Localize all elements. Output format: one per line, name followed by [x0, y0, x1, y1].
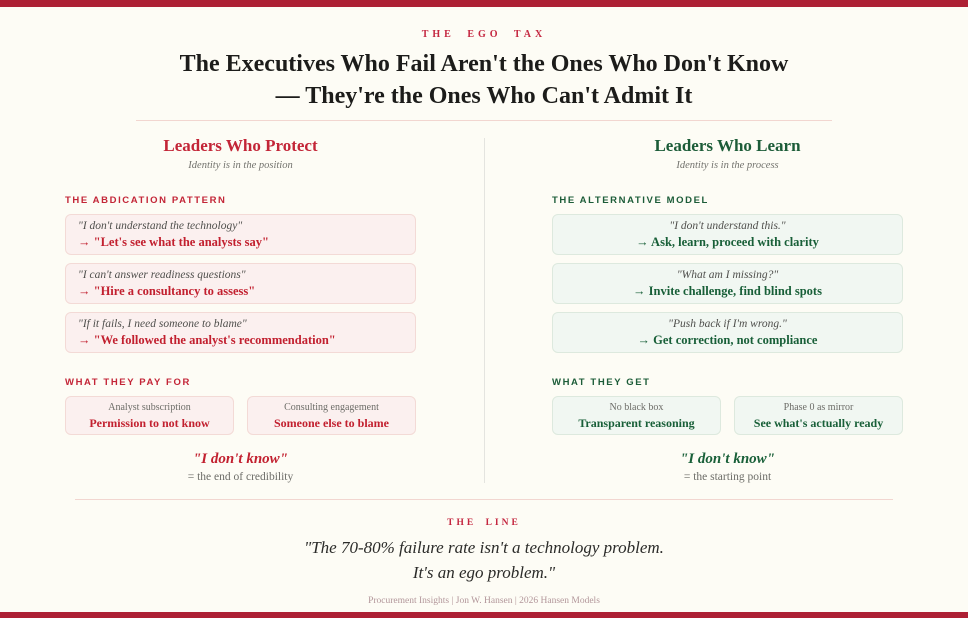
card-action: → Get correction, not compliance	[637, 333, 818, 348]
alternative-card: "Push back if I'm wrong." → Get correcti…	[552, 312, 903, 354]
card-action: → Ask, learn, proceed with clarity	[636, 235, 819, 250]
column-leaders-who-learn: Leaders Who Learn Identity is in the pro…	[552, 136, 903, 483]
bottom-divider	[75, 499, 893, 501]
right-column-header: Leaders Who Learn	[654, 136, 801, 156]
pay-card-value: Permission to not know	[89, 416, 210, 431]
abdication-card: "If it fails, I need someone to blame" →…	[65, 312, 416, 354]
bottom-accent-bar	[0, 612, 968, 618]
card-quote: "What am I missing?"	[676, 269, 779, 282]
left-section2-label: WHAT THEY PAY FOR	[65, 377, 191, 389]
get-card: Phase 0 as mirror See what's actually re…	[734, 396, 903, 436]
page-title: The Executives Who Fail Aren't the Ones …	[0, 49, 968, 112]
right-verdict-quote: "I don't know"	[679, 451, 776, 468]
card-quote: "Push back if I'm wrong."	[668, 318, 787, 331]
closing-quote-line1: "The 70-80% failure rate isn't a technol…	[304, 538, 664, 558]
left-verdict: "I don't know" = the end of credibility	[65, 451, 416, 483]
left-section1-label: THE ABDICATION PATTERN	[65, 195, 227, 207]
get-card-value: Transparent reasoning	[578, 416, 695, 431]
abdication-card: "I don't understand the technology" → "L…	[65, 214, 416, 256]
right-section1-label: THE ALTERNATIVE MODEL	[552, 195, 709, 207]
left-column-subtitle: Identity is in the position	[188, 160, 293, 172]
alternative-card: "I don't understand this." → Ask, learn,…	[552, 214, 903, 256]
get-card-label: No black box	[609, 402, 664, 414]
pay-card-label: Analyst subscription	[108, 402, 191, 414]
closing-quote: "The 70-80% failure rate isn't a technol…	[0, 536, 968, 585]
page-eyebrow: THE EGO TAX	[421, 29, 547, 40]
right-verdict-sub: = the starting point	[683, 471, 772, 484]
pay-card: Consulting engagement Someone else to bl…	[247, 396, 416, 436]
card-quote: "If it fails, I need someone to blame"	[78, 318, 247, 331]
header-divider	[136, 120, 832, 122]
right-verdict: "I don't know" = the starting point	[552, 451, 903, 483]
page-title-line1: The Executives Who Fail Aren't the Ones …	[179, 51, 789, 77]
closing-quote-line2: It's an ego problem."	[412, 562, 556, 582]
card-action: → "We followed the analyst's recommendat…	[78, 333, 336, 348]
get-cards: No black box Transparent reasoning Phase…	[552, 396, 903, 436]
get-card-label: Phase 0 as mirror	[783, 402, 854, 414]
column-leaders-who-protect: Leaders Who Protect Identity is in the p…	[65, 136, 416, 483]
left-verdict-quote: "I don't know"	[192, 451, 289, 468]
left-column-header: Leaders Who Protect	[163, 136, 318, 156]
card-quote: "I don't understand this."	[669, 220, 786, 233]
card-quote: "I don't understand the technology"	[78, 220, 243, 233]
card-action: → "Hire a consultancy to assess"	[78, 284, 256, 299]
pay-card-label: Consulting engagement	[284, 402, 379, 414]
card-action: → Invite challenge, find blind spots	[633, 284, 822, 299]
top-accent-bar	[0, 0, 968, 7]
card-action: → "Let's see what the analysts say"	[78, 235, 269, 250]
right-section2-label: WHAT THEY GET	[552, 377, 651, 389]
pay-card: Analyst subscription Permission to not k…	[65, 396, 234, 436]
card-quote: "I can't answer readiness questions"	[78, 269, 246, 282]
pay-card-value: Someone else to blame	[274, 416, 389, 431]
pay-for-cards: Analyst subscription Permission to not k…	[65, 396, 416, 436]
alternative-card: "What am I missing?" → Invite challenge,…	[552, 263, 903, 305]
right-column-subtitle: Identity is in the process	[676, 160, 779, 172]
abdication-card: "I can't answer readiness questions" → "…	[65, 263, 416, 305]
left-verdict-sub: = the end of credibility	[187, 471, 294, 484]
bottom-eyebrow: THE LINE	[447, 518, 521, 529]
get-card-value: See what's actually ready	[753, 416, 884, 431]
get-card: No black box Transparent reasoning	[552, 396, 721, 436]
comparison-columns: Leaders Who Protect Identity is in the p…	[0, 136, 968, 484]
attribution-footer: Procurement Insights | Jon W. Hansen | 2…	[368, 595, 600, 606]
column-divider	[484, 138, 485, 484]
page-title-line2: — They're the Ones Who Can't Admit It	[275, 82, 693, 109]
